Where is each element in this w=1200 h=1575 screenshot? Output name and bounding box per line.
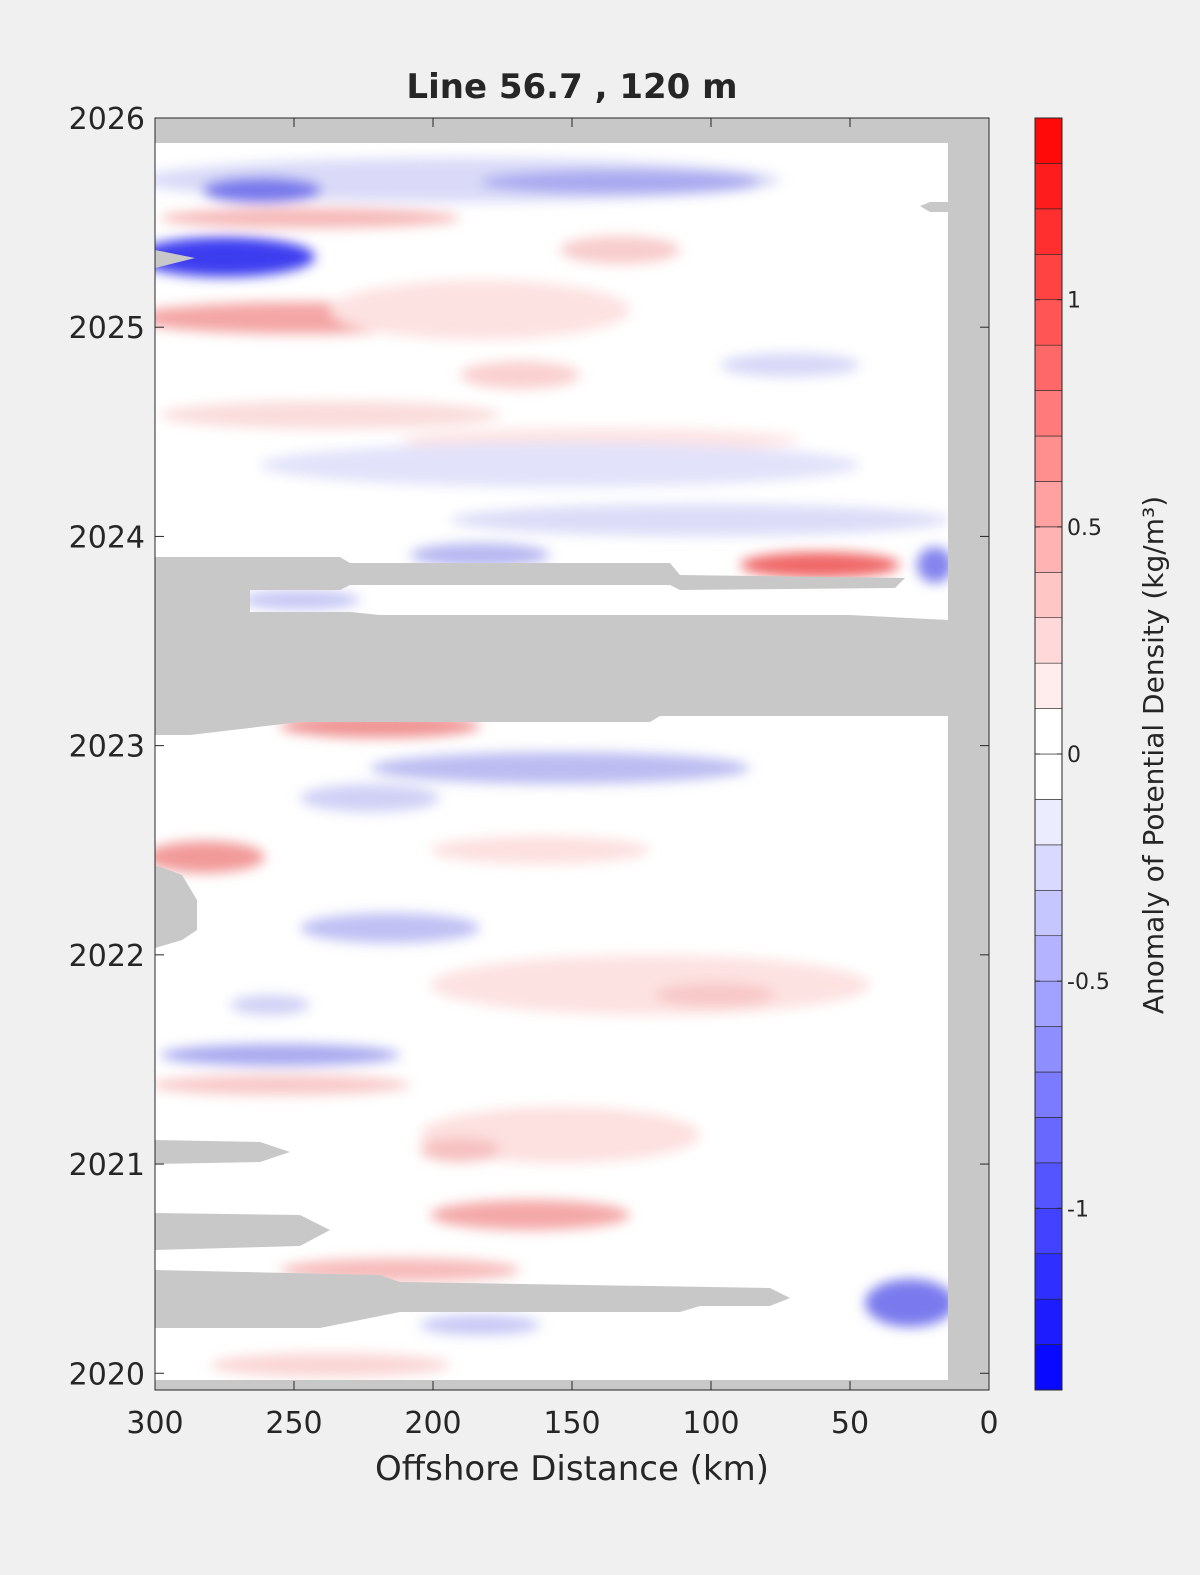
y-tick-label: 2022 — [69, 939, 145, 974]
colorbar-cell — [1034, 753, 1063, 800]
colorbar-cell — [1034, 1071, 1063, 1118]
colorbar-cell — [1034, 617, 1063, 664]
y-tick-label: 2021 — [69, 1148, 145, 1183]
contour-region — [160, 401, 500, 429]
missing-data — [155, 202, 948, 1328]
colorbar-cell — [1034, 1117, 1063, 1164]
missing-region — [155, 865, 197, 948]
colorbar-tick-label: 1 — [1067, 289, 1081, 314]
contour-region — [420, 1315, 540, 1335]
x-axis-label: Offshore Distance (km) — [375, 1449, 769, 1489]
contour-region — [430, 836, 650, 864]
contour-region — [720, 353, 860, 377]
colorbar-cell — [1034, 299, 1063, 346]
colorbar-tick-label: 0.5 — [1067, 516, 1102, 541]
contour-region — [410, 543, 550, 567]
contour-region — [560, 236, 680, 264]
contour-region — [655, 983, 775, 1007]
y-tick-label: 2026 — [69, 102, 145, 137]
contour-region — [202, 177, 322, 203]
colorbar-cell — [1034, 662, 1063, 709]
contour-region — [155, 1075, 410, 1095]
colorbar-label: Anomaly of Potential Density (kg/m³) — [1137, 496, 1170, 1014]
colorbar-cell — [1034, 844, 1063, 891]
colorbar-cell — [1034, 117, 1063, 164]
x-tick-label: 100 — [682, 1406, 739, 1441]
y-tick-label: 2023 — [69, 730, 145, 765]
chart-title: Line 56.7 , 120 m — [406, 67, 737, 107]
contour-region — [480, 170, 760, 194]
missing-region — [155, 612, 948, 735]
contour-region — [155, 841, 265, 873]
contour-region — [430, 1200, 630, 1230]
colorbar-tick-label: -1 — [1067, 1197, 1089, 1222]
contour-region — [155, 237, 315, 277]
contour-region — [160, 1044, 400, 1066]
missing-region — [920, 202, 948, 212]
contour-region — [300, 784, 440, 812]
x-tick-label: 150 — [543, 1406, 600, 1441]
x-tick-label: 250 — [265, 1406, 322, 1441]
colorbar-tick-label: 0 — [1067, 743, 1081, 768]
contour-region — [430, 955, 870, 1015]
x-tick-label: 300 — [126, 1406, 183, 1441]
contour-region — [330, 280, 630, 340]
colorbar-cell — [1034, 1026, 1063, 1073]
y-tick-label: 2020 — [69, 1357, 145, 1392]
colorbar-cell — [1034, 208, 1063, 255]
x-tick-label: 200 — [404, 1406, 461, 1441]
missing-region — [155, 557, 905, 612]
colorbar-cell — [1034, 435, 1063, 482]
colorbar-cell — [1034, 1298, 1063, 1345]
colorbar-cell — [1034, 889, 1063, 937]
missing-region — [155, 1140, 290, 1164]
contour-region — [260, 443, 860, 487]
colorbar-cell — [1034, 526, 1063, 573]
x-tick-label: 0 — [979, 1406, 998, 1441]
contour-region — [865, 1279, 948, 1327]
contour-region — [210, 1353, 450, 1377]
colorbar-cell — [1034, 390, 1063, 437]
colorbar-cell — [1034, 799, 1063, 846]
missing-region — [155, 1270, 790, 1328]
contour-region — [917, 547, 948, 583]
missing-region — [155, 1213, 330, 1250]
colorbar-cell — [1034, 1162, 1063, 1209]
y-tick-label: 2024 — [69, 520, 145, 555]
contour-region — [460, 361, 580, 389]
contour-field — [155, 158, 948, 1377]
colorbar-cell — [1034, 253, 1063, 301]
contour-region — [300, 913, 480, 943]
contour-region — [230, 995, 310, 1015]
colorbar-cell — [1034, 1207, 1063, 1255]
missing-region — [155, 250, 195, 268]
colorbar-cell — [1034, 163, 1063, 210]
contour-region — [160, 208, 460, 228]
y-tick-label: 2025 — [69, 311, 145, 346]
colorbar-cell — [1034, 344, 1063, 391]
colorbar-cell — [1034, 1344, 1063, 1391]
colorbar-cell — [1034, 481, 1063, 528]
x-tick-label: 50 — [831, 1406, 869, 1441]
colorbar-cell — [1034, 571, 1063, 619]
colorbar-tick-label: -0.5 — [1067, 970, 1110, 995]
contour-region — [450, 504, 948, 536]
colorbar-cell — [1034, 935, 1063, 982]
contour-region — [370, 752, 750, 784]
colorbar-cell — [1034, 980, 1063, 1027]
colorbar-cell — [1034, 708, 1063, 755]
colorbar-cell — [1034, 1253, 1063, 1300]
contour-region — [740, 552, 900, 578]
contour-region — [240, 590, 360, 610]
contour-region — [420, 1138, 500, 1162]
